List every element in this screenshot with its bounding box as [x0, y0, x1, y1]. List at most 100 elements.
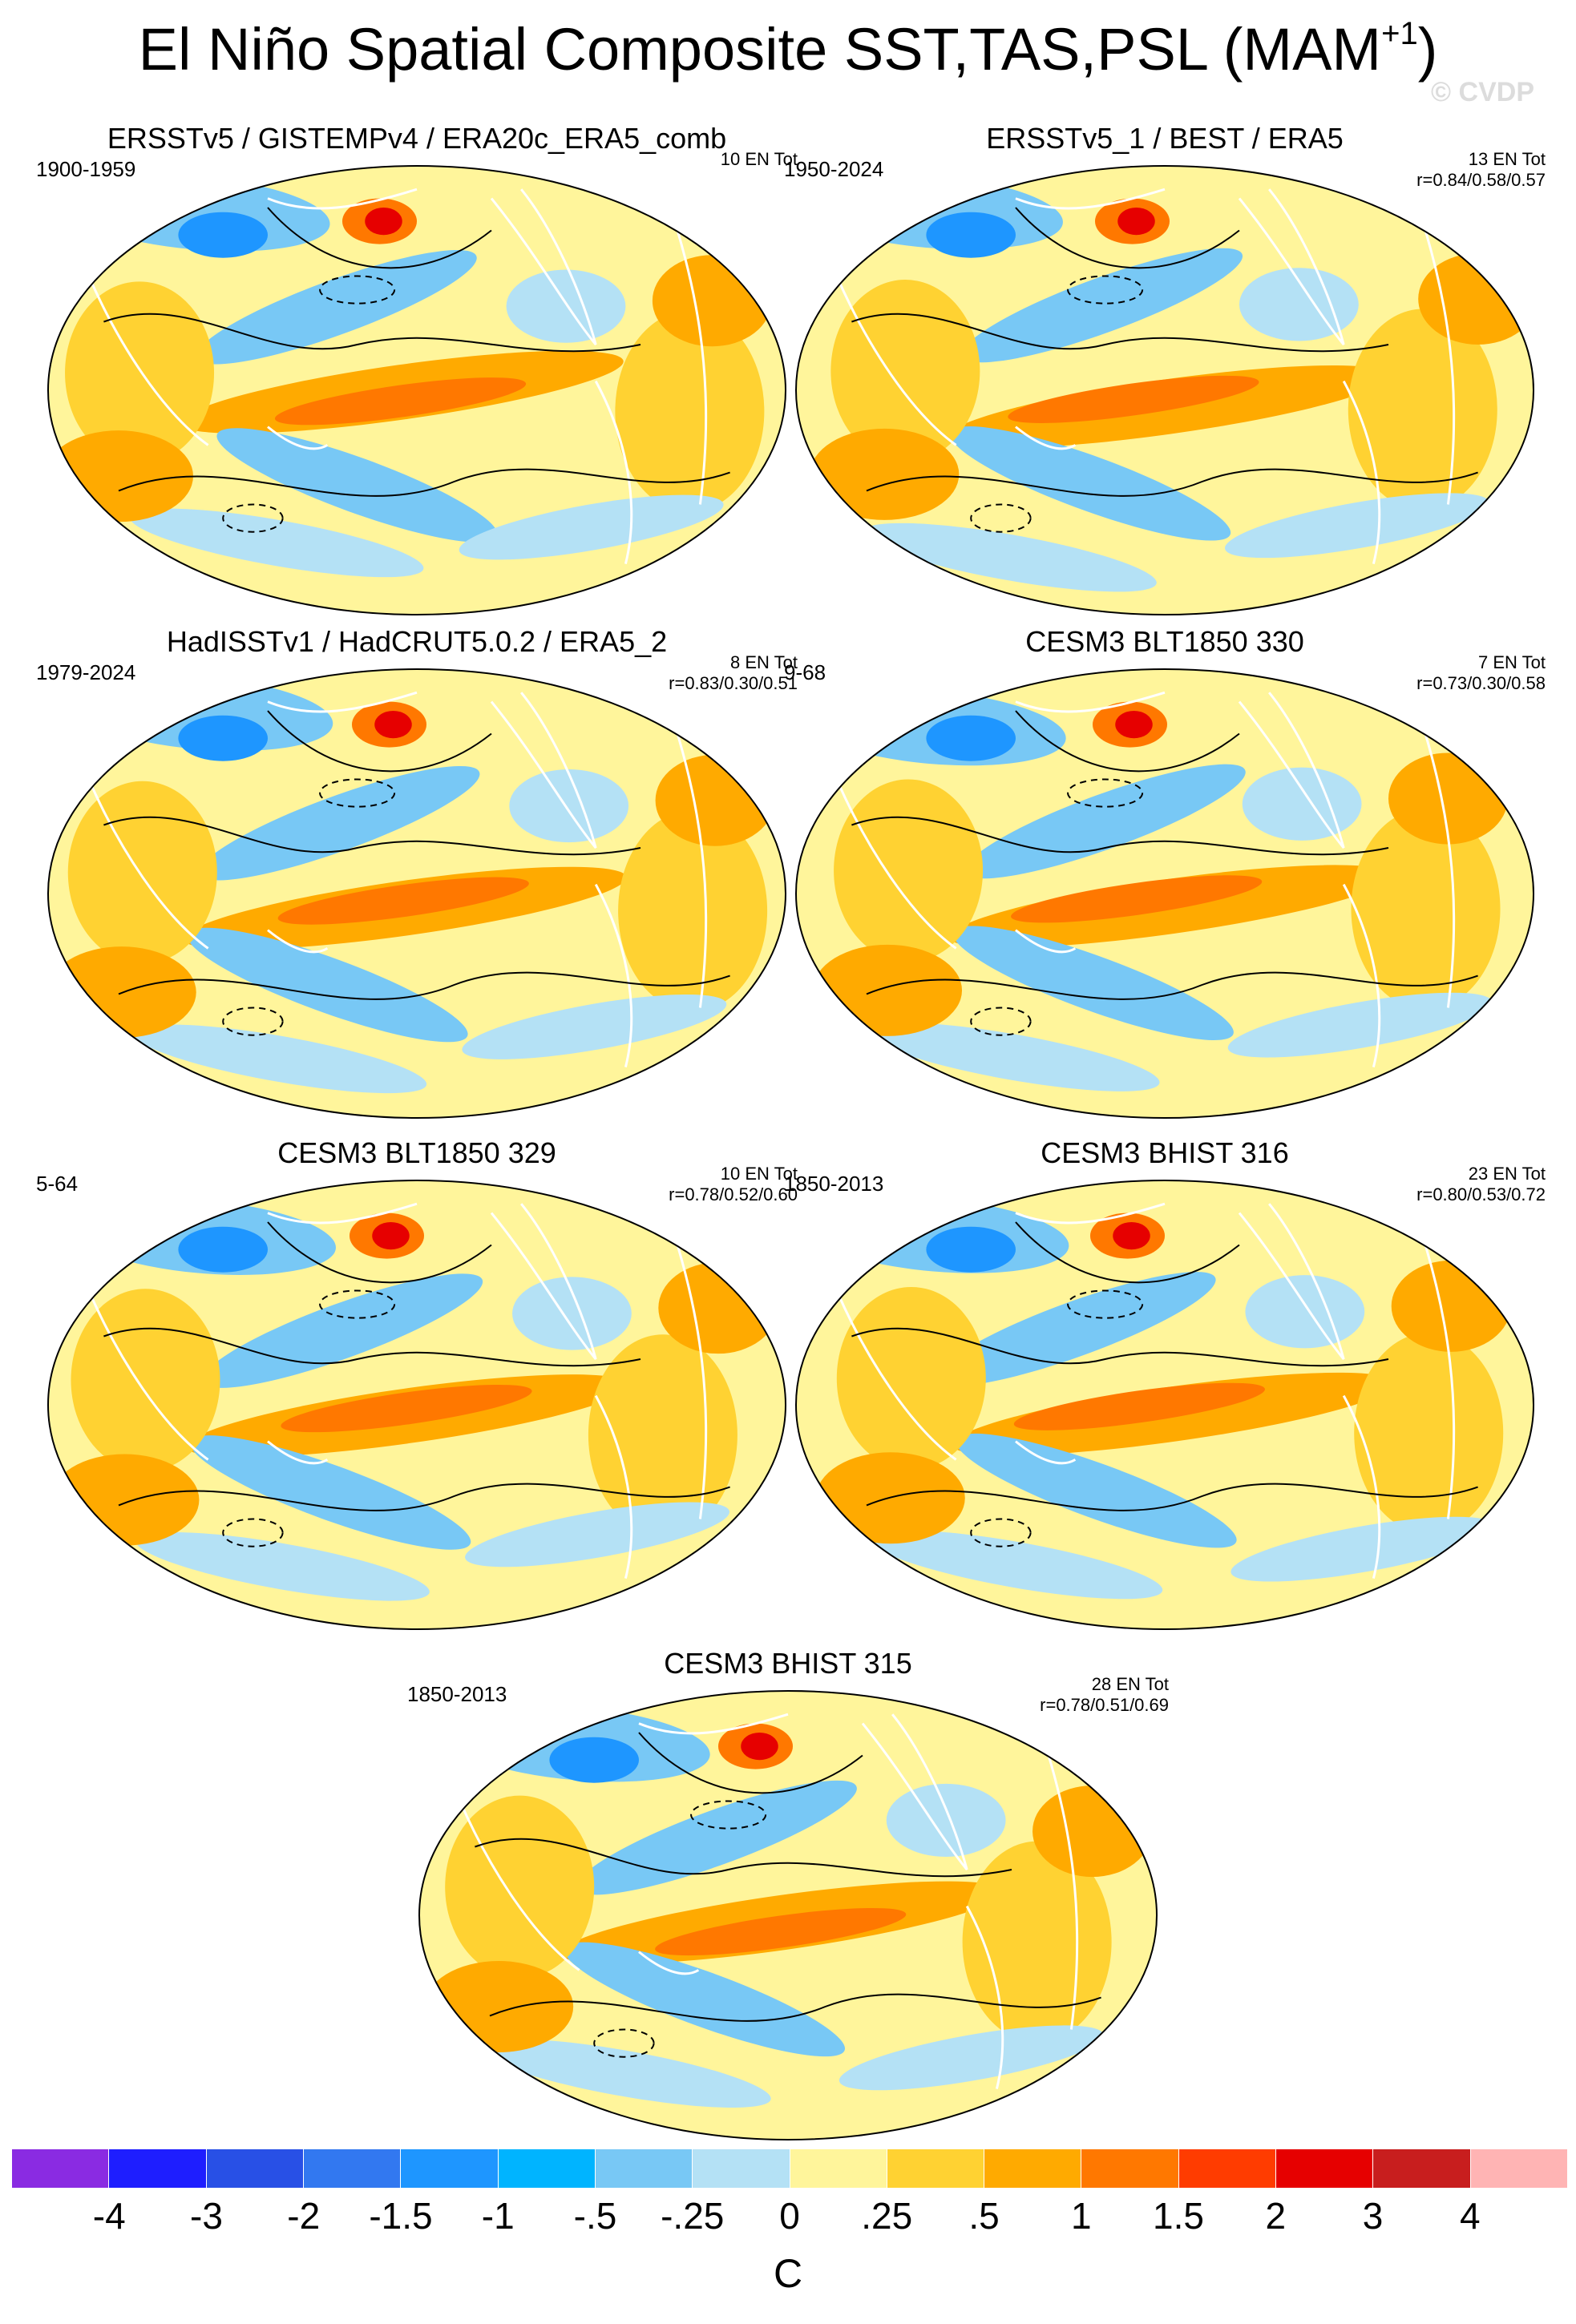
colorbar-tick-label: 3 — [1362, 2195, 1384, 2237]
colorbar-swatch — [1373, 2149, 1471, 2188]
colorbar-tick-label: -1 — [481, 2195, 515, 2237]
colorbar-tick-label: -4 — [92, 2195, 126, 2237]
coastline — [1342, 1394, 1381, 1579]
coastline — [1238, 188, 1345, 345]
figure-title: El Niño Spatial Composite SST,TAS,PSL (M… — [138, 16, 1438, 83]
map-panel-3: HadISSTv1 / HadCRUT5.0.2 / ERA5_2 1979-2… — [36, 625, 798, 1122]
map-anomaly-patch — [834, 779, 984, 962]
map-anomaly-patch — [365, 208, 402, 236]
panel-period: 1979-2024 — [36, 660, 136, 684]
panel-stats: 10 EN Tot r=0.78/0.52/0.60 — [669, 1164, 798, 1205]
map-anomaly-patch — [1113, 1222, 1150, 1250]
coastline — [1015, 929, 1077, 954]
map-anomaly-patch — [189, 1435, 471, 1550]
map-panel-2: ERSSTv5_1 / BEST / ERA5 1950-2024 13 EN … — [784, 122, 1546, 619]
coastline — [459, 1800, 580, 1971]
psl-contour — [118, 468, 730, 497]
map-anomaly-patch — [926, 1226, 1016, 1273]
map-panel-1: ERSSTv5 / GISTEMPv4 / ERA20c_ERA5_comb 1… — [36, 122, 798, 619]
coastline — [669, 1221, 708, 1519]
map-anomaly-patch — [549, 1737, 639, 1783]
coastline — [835, 778, 957, 950]
panel-stats: 7 EN Tot r=0.73/0.30/0.58 — [1416, 652, 1546, 694]
map-anomaly-patch — [374, 711, 412, 739]
map-anomaly-patch — [652, 255, 772, 347]
coastline — [594, 1394, 633, 1579]
colorbar-swatch — [206, 2149, 304, 2188]
coastline — [490, 692, 597, 849]
panel-period: 9-68 — [784, 660, 826, 684]
map-anomaly-patch — [1008, 375, 1259, 423]
psl-contour — [866, 1483, 1478, 1511]
colorbar-swatch — [401, 2149, 499, 2188]
coastline — [594, 380, 633, 564]
colorbar-ticks: -4 -3 -2 -1.5 -1 -.5 -.25 0 .25 .5 1 1.5 2 3 4 — [12, 2194, 1567, 2242]
colorbar-swatch — [1470, 2149, 1567, 2188]
composite-map — [418, 1690, 1158, 2140]
colorbar-tick-label: .25 — [861, 2195, 913, 2237]
colorbar-tick-label: 0 — [779, 2195, 800, 2237]
colorbar-swatch — [109, 2149, 207, 2188]
map-anomaly-patch — [512, 1277, 632, 1350]
map-anomaly-patch — [274, 377, 527, 426]
coastline — [267, 929, 329, 954]
composite-map — [795, 1180, 1534, 1630]
coastline — [861, 1713, 968, 1870]
psl-contour — [1015, 207, 1240, 269]
colorbar-swatch — [595, 2149, 693, 2188]
colorbar-tick-label: -2 — [287, 2195, 321, 2237]
colorbar-swatch — [1081, 2149, 1179, 2188]
map-field — [419, 1691, 1157, 2140]
coastline — [87, 275, 209, 446]
map-anomaly-patch — [926, 212, 1016, 258]
panel-period: 1950-2024 — [784, 157, 884, 181]
panel-stats: 23 EN Tot r=0.80/0.53/0.72 — [1416, 1164, 1546, 1205]
panel-title: CESM3 BHIST 315 — [664, 1647, 912, 1680]
map-anomaly-patch — [964, 764, 1246, 879]
panel-stats: 8 EN Tot r=0.83/0.30/0.51 — [669, 652, 798, 694]
panel-count: 13 EN Tot — [1468, 149, 1546, 169]
panel-correlation: r=0.84/0.58/0.57 — [1416, 170, 1546, 190]
coastline — [1238, 1203, 1345, 1360]
map-anomaly-patch — [1348, 309, 1497, 510]
map-anomaly-patch — [576, 1780, 857, 1895]
colorbar-tick-label: 1.5 — [1153, 2195, 1204, 2237]
panel-title: ERSSTv5_1 / BEST / ERA5 — [986, 122, 1344, 155]
panel-count: 23 EN Tot — [1468, 1164, 1546, 1184]
psl-contour — [489, 1993, 1101, 2022]
panel-period: 1850-2013 — [784, 1172, 884, 1196]
colorbar-tick-label: .5 — [968, 2195, 1000, 2237]
map-anomaly-patch — [178, 212, 268, 258]
psl-contour — [267, 1221, 492, 1284]
psl-contour — [866, 468, 1478, 497]
colorbar-tick-label: -.25 — [661, 2195, 725, 2237]
map-anomaly-patch — [506, 269, 626, 343]
map-anomaly-patch — [372, 1222, 410, 1250]
map-anomaly-patch — [886, 1783, 1006, 1858]
psl-contour — [103, 816, 641, 856]
map-panel-7: CESM3 BHIST 315 1850-2013 28 EN Tot r=0.… — [407, 1647, 1169, 2144]
map-field — [796, 1180, 1534, 1629]
map-anomaly-patch — [1115, 711, 1153, 739]
panel-title: CESM3 BLT1850 330 — [1025, 625, 1304, 658]
colorbar — [12, 2149, 1567, 2188]
map-anomaly-patch — [830, 280, 980, 463]
colorbar-tick-label: -1.5 — [369, 2195, 433, 2237]
coastline — [1015, 691, 1166, 713]
map-anomaly-patch — [1354, 1332, 1504, 1534]
coastline — [965, 1905, 1004, 2089]
map-anomaly-patch — [199, 765, 480, 881]
composite-map — [795, 668, 1534, 1119]
colorbar-swatch — [498, 2149, 596, 2188]
panel-title: CESM3 BLT1850 329 — [277, 1136, 556, 1169]
coastline — [1238, 692, 1345, 849]
composite-map — [47, 165, 786, 615]
coastline — [87, 1289, 209, 1461]
map-anomaly-patch — [1230, 1516, 1496, 1582]
map-anomaly-patch — [836, 1286, 986, 1470]
psl-contour — [866, 971, 1478, 1000]
map-anomaly-patch — [459, 494, 724, 560]
map-anomaly-patch — [509, 769, 629, 843]
map-anomaly-patch — [1227, 992, 1493, 1058]
coastline — [267, 1440, 329, 1465]
